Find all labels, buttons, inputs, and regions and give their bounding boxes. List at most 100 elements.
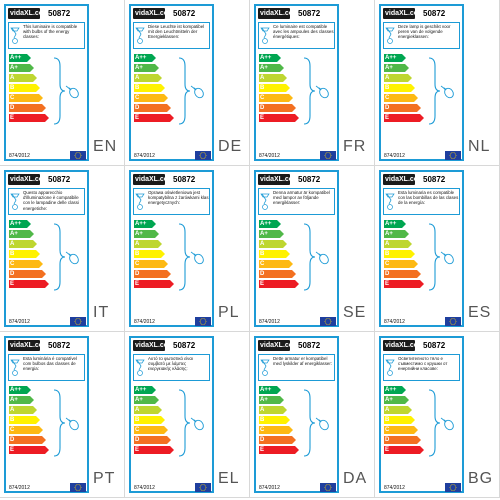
brace-bulb-icon — [428, 223, 454, 291]
brace-bulb-icon — [53, 389, 79, 457]
brand-logo: vidaXL.com — [8, 8, 40, 19]
regulation-number: 874/2012 — [259, 319, 280, 325]
language-code: EL — [218, 470, 240, 487]
energy-class-letter: E — [135, 115, 140, 121]
label-header: vidaXL.com 50872 — [133, 8, 211, 20]
brand-logo: vidaXL.com — [8, 174, 40, 185]
regulation-number: 874/2012 — [9, 153, 30, 159]
energy-label-cell-es: vidaXL.com 50872 Esta luminaria es compati… — [375, 166, 500, 332]
energy-class-letter: B — [135, 85, 140, 91]
energy-class-letter: E — [135, 447, 140, 453]
brand-logo: vidaXL.com — [8, 340, 40, 351]
energy-class-letter: E — [385, 281, 390, 287]
compatibility-box: Осветителното тяло е съвместимо с крушки… — [383, 354, 460, 381]
energy-class-letter: E — [385, 115, 390, 121]
energy-label-card: vidaXL.com 50872 Esta luminaria es compati… — [379, 170, 464, 327]
energy-label-card: vidaXL.com 50872 Deze lamp is geschikt voo… — [379, 4, 464, 161]
product-code: 50872 — [173, 341, 196, 350]
energy-class-letter: A — [385, 241, 390, 247]
lamp-icon — [260, 193, 270, 210]
energy-label-card: vidaXL.com 50872 Questo apparecchio d'illu… — [4, 170, 89, 327]
lamp-icon — [135, 27, 145, 44]
energy-class-letter: E — [260, 115, 265, 121]
compatibility-text: Questo apparecchio d'illuminazione è com… — [23, 190, 79, 211]
energy-class-scale: A++ A+ A B C D E — [9, 54, 49, 126]
language-code: NL — [468, 138, 491, 155]
energy-label-card: vidaXL.com 50872 Dette armatur er kompatib… — [254, 336, 339, 493]
label-header: vidaXL.com 50872 — [383, 174, 461, 186]
brace-bulb-icon — [428, 57, 454, 125]
energy-class-letter: B — [260, 417, 265, 423]
compatibility-text: Esta luminaria es compatible con las bom… — [398, 190, 459, 206]
brand-logo: vidaXL.com — [383, 8, 415, 19]
brand-logo: vidaXL.com — [133, 8, 165, 19]
energy-class-letter: A+ — [135, 397, 143, 403]
energy-label-cell-se: vidaXL.com 50872 Denna armatur är kompatib… — [250, 166, 375, 332]
compatibility-box: Ce luminaire est compatible avec les amp… — [258, 22, 335, 49]
energy-label-card: vidaXL.com 50872 This luminaire is compati… — [4, 4, 89, 161]
compatibility-box: Oprawa oświetleniowa jest kompatybilna z… — [133, 188, 210, 215]
language-code: FR — [343, 138, 367, 155]
product-code: 50872 — [423, 175, 446, 184]
energy-class-letter: A — [260, 75, 265, 81]
energy-class-letter: A+ — [385, 65, 393, 71]
energy-class-letter: E — [10, 115, 15, 121]
energy-class-letter: A++ — [260, 55, 272, 61]
energy-class-letter: A++ — [135, 55, 147, 61]
energy-class-letter: A++ — [385, 221, 397, 227]
eu-flag-icon — [445, 317, 461, 326]
language-code: BG — [468, 470, 494, 487]
energy-class-letter: D — [260, 437, 265, 443]
energy-label-cell-bg: vidaXL.com 50872 Осветителното тяло е съвм… — [375, 332, 500, 498]
label-header: vidaXL.com 50872 — [8, 8, 86, 20]
eu-flag-icon — [70, 151, 86, 160]
energy-class-letter: C — [385, 427, 390, 433]
compatibility-box: Αυτό το φωτιστικό είναι συμβατό με λάμπε… — [133, 354, 210, 381]
regulation-number: 874/2012 — [384, 153, 405, 159]
energy-class-letter: D — [385, 105, 390, 111]
energy-class-letter: C — [10, 261, 15, 267]
regulation-number: 874/2012 — [9, 485, 30, 491]
lamp-icon — [385, 193, 395, 210]
energy-label-card: vidaXL.com 50872 Осветителното тяло е съвм… — [379, 336, 464, 493]
energy-class-letter: D — [135, 271, 140, 277]
compatibility-text: Осветителното тяло е съвместимо с крушки… — [398, 356, 448, 372]
energy-class-letter: A+ — [385, 231, 393, 237]
energy-class-letter: A+ — [10, 231, 18, 237]
energy-class-letter: C — [135, 95, 140, 101]
eu-flag-icon — [195, 151, 211, 160]
energy-class-scale: A++ A+ A B C D E — [9, 220, 49, 292]
energy-class-letter: C — [135, 427, 140, 433]
language-code: PT — [93, 470, 116, 487]
eu-flag-icon — [70, 317, 86, 326]
energy-class-letter: C — [260, 95, 265, 101]
brand-logo: vidaXL.com — [133, 340, 165, 351]
energy-label-cell-pt: vidaXL.com 50872 Esta luminária é compatív… — [0, 332, 125, 498]
brand-logo: vidaXL.com — [133, 174, 165, 185]
brace-bulb-icon — [178, 57, 204, 125]
energy-class-letter: A++ — [260, 221, 272, 227]
product-code: 50872 — [423, 9, 446, 18]
label-header: vidaXL.com 50872 — [8, 340, 86, 352]
energy-class-letter: B — [10, 417, 15, 423]
energy-label-cell-en: vidaXL.com 50872 This luminaire is compati… — [0, 0, 125, 166]
language-code: DE — [218, 138, 243, 155]
compatibility-box: Deze lamp is geschikt voor peren van de … — [383, 22, 460, 49]
energy-class-letter: B — [385, 417, 390, 423]
eu-flag-icon — [320, 483, 336, 492]
energy-label-cell-de: vidaXL.com 50872 Diese Leuchte ist kompati… — [125, 0, 250, 166]
compatibility-box: Denna armatur är kompatibel med lampor a… — [258, 188, 335, 215]
product-code: 50872 — [48, 9, 71, 18]
brace-bulb-icon — [303, 57, 329, 125]
regulation-number: 874/2012 — [384, 319, 405, 325]
energy-class-letter: B — [135, 251, 140, 257]
compatibility-text: This luminaire is compatible with bulbs … — [23, 24, 78, 40]
energy-class-letter: A++ — [260, 387, 272, 393]
compatibility-text: Dette armatur er kompatibel med lyskilde… — [273, 356, 333, 367]
energy-class-letter: E — [10, 281, 15, 287]
compatibility-box: This luminaire is compatible with bulbs … — [8, 22, 85, 49]
compatibility-box: Dette armatur er kompatibel med lyskilde… — [258, 354, 335, 381]
energy-class-letter: E — [10, 447, 15, 453]
brand-logo: vidaXL.com — [258, 8, 290, 19]
energy-label-card: vidaXL.com 50872 Denna armatur är kompatib… — [254, 170, 339, 327]
